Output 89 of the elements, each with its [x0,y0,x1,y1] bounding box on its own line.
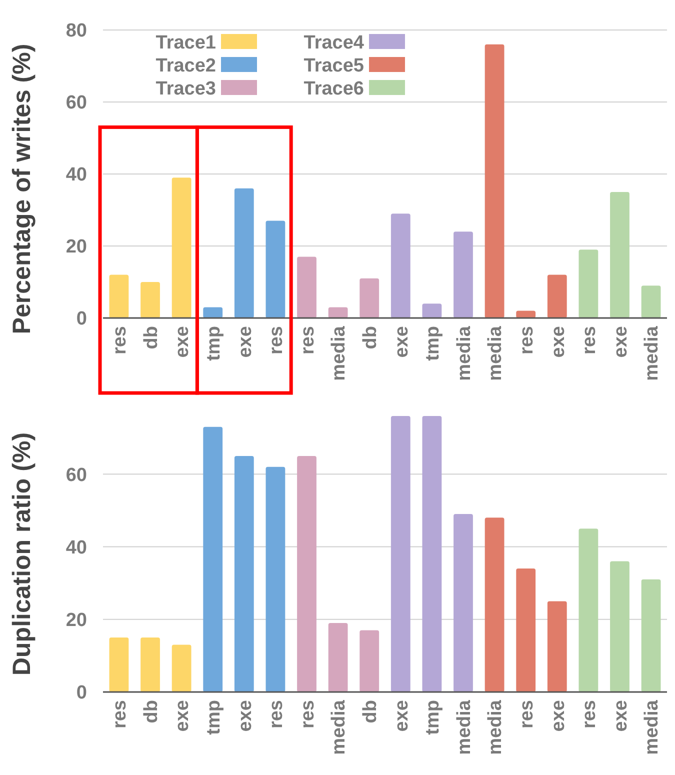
bar [328,623,348,692]
bar [140,638,160,692]
bar [578,528,598,692]
x-tick-label: res [516,326,538,355]
x-tick-label: exe [610,326,632,358]
x-tick-label: media [328,700,350,755]
x-tick-label: media [642,700,663,755]
x-tick-label: db [360,326,381,350]
bar [234,456,254,692]
x-tick-label: res [110,326,131,355]
bar [328,307,348,318]
x-tick-label: res [266,326,288,355]
x-tick-label: db [360,700,381,724]
legend-label: Trace1 [156,32,216,54]
x-tick-label: res [516,700,538,729]
bar [484,518,504,692]
bar [454,232,473,318]
y-tick-label: 0 [76,308,87,330]
x-tick-label: exe [172,700,194,732]
legend-label: Trace6 [304,78,364,100]
bar [578,250,598,318]
legend-label: Trace5 [304,56,364,77]
x-tick-label: media [642,326,663,381]
bar [297,456,316,692]
bar [610,561,630,692]
x-tick-label: db [140,326,162,350]
bar [390,416,410,692]
bar [266,220,286,318]
bar [484,44,504,318]
bar [234,188,254,318]
x-tick-label: exe [391,700,412,732]
x-tick-label: exe [172,326,194,358]
y-tick-label: 0 [76,682,87,704]
bar [109,274,129,318]
bar [422,304,442,318]
x-tick-label: tmp [204,700,225,735]
y-tick-label: 40 [66,164,87,186]
bar [140,282,160,318]
legend-label: Trace3 [156,78,216,100]
y-tick-label: 60 [66,92,87,114]
bar [610,192,630,318]
x-tick-label: tmp [422,700,444,735]
x-tick-label: res [297,326,318,355]
y-tick-label: 80 [66,20,87,42]
bar [454,514,473,692]
y-tick-label: 20 [66,236,87,258]
bar [203,307,223,318]
bar [109,638,129,692]
bar [516,310,536,318]
bar [547,601,567,692]
legend-label: Trace4 [304,32,364,54]
x-tick-label: media [485,700,506,755]
bar [203,426,223,692]
x-tick-label: tmp [204,326,225,361]
x-tick-label: db [140,700,162,724]
bar [641,579,661,692]
bar [390,214,410,318]
bar [172,644,192,692]
x-tick-label: exe [548,326,569,358]
y-tick-label: 20 [66,610,87,632]
x-tick-label: res [266,700,288,729]
bar [360,630,380,692]
bar [641,286,661,318]
y-axis-title: Duplication ratio (%) [8,432,36,676]
bar [422,416,442,692]
x-tick-label: res [297,700,318,729]
bar [547,274,567,318]
bar [172,178,192,318]
bar [516,568,536,692]
x-tick-label: res [579,700,600,729]
x-tick-label: media [454,326,475,381]
y-axis-title: Percentage of writes (%) [8,44,36,334]
x-tick-label: res [110,700,131,729]
x-tick-label: res [579,326,600,355]
y-tick-label: 60 [66,464,87,486]
legend-label: Trace2 [156,56,216,77]
x-tick-label: exe [548,700,569,732]
x-tick-label: exe [234,700,256,732]
x-tick-label: exe [610,700,632,732]
bar [266,466,286,692]
x-tick-label: media [454,700,475,755]
x-tick-label: media [328,326,350,381]
x-tick-label: exe [234,326,256,358]
x-tick-label: media [485,326,506,381]
x-tick-label: tmp [422,326,444,361]
bar [360,278,380,318]
bar [297,256,316,318]
x-tick-label: exe [391,326,412,358]
y-tick-label: 40 [66,537,87,558]
